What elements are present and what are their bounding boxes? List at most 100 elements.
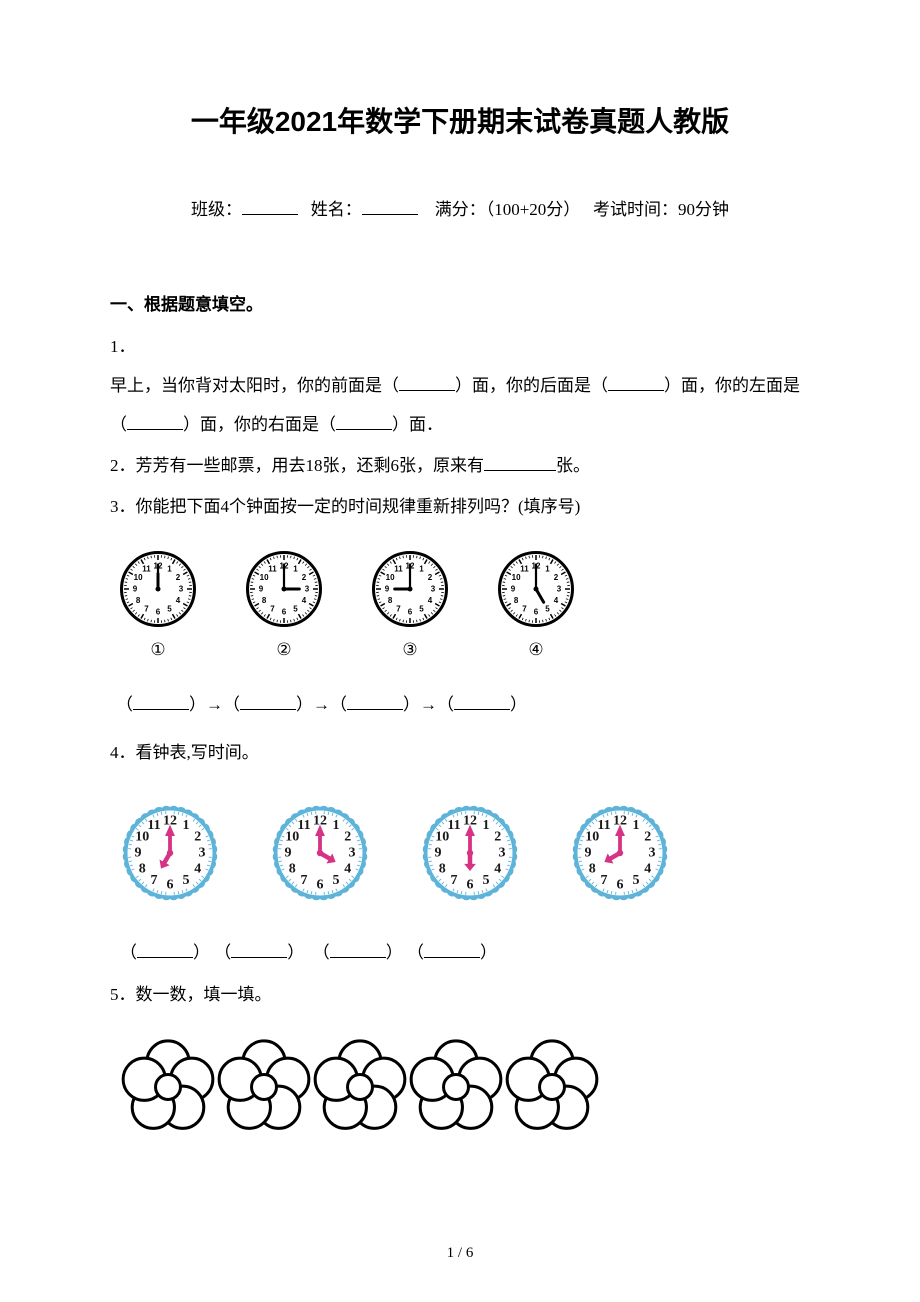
arrow-1: →	[206, 695, 223, 714]
page-title: 一年级2021年数学下册期末试卷真题人教版	[110, 100, 810, 140]
svg-text:11: 11	[447, 817, 460, 832]
svg-text:11: 11	[147, 817, 160, 832]
svg-text:6: 6	[282, 608, 287, 617]
svg-text:9: 9	[133, 585, 138, 594]
svg-text:5: 5	[333, 873, 340, 888]
svg-text:3: 3	[431, 585, 436, 594]
svg-text:3: 3	[305, 585, 310, 594]
svg-text:8: 8	[139, 861, 146, 876]
svg-text:6: 6	[617, 877, 624, 892]
flower-icon	[504, 1039, 600, 1140]
svg-text:10: 10	[512, 573, 521, 582]
svg-text:1: 1	[419, 565, 424, 574]
svg-text:3: 3	[499, 845, 506, 860]
svg-text:6: 6	[167, 877, 174, 892]
svg-text:3: 3	[349, 845, 356, 860]
q1-text-b: ）面，你的后面是（	[455, 376, 608, 395]
svg-text:5: 5	[293, 605, 298, 614]
svg-text:7: 7	[451, 873, 458, 888]
svg-text:8: 8	[589, 861, 596, 876]
svg-text:8: 8	[388, 596, 393, 605]
svg-text:9: 9	[435, 845, 442, 860]
clock-icon: 123456789101112	[372, 551, 448, 632]
svg-text:2: 2	[554, 573, 559, 582]
svg-text:10: 10	[134, 573, 143, 582]
svg-text:4: 4	[554, 596, 559, 605]
seq-blank-1	[133, 693, 189, 710]
svg-text:7: 7	[144, 605, 149, 614]
svg-text:7: 7	[270, 605, 275, 614]
svg-text:2: 2	[428, 573, 433, 582]
q3-num: 3．	[110, 497, 136, 516]
q5-num: 5．	[110, 985, 136, 1004]
svg-text:6: 6	[408, 608, 413, 617]
svg-text:4: 4	[176, 596, 181, 605]
svg-text:9: 9	[135, 845, 142, 860]
clock-icon: 123456789101112	[120, 551, 196, 632]
score-label: 满分：（100+20分）	[435, 200, 581, 219]
name-label: 姓名：	[311, 200, 362, 219]
name-blank	[362, 214, 418, 215]
svg-text:4: 4	[302, 596, 307, 605]
q5-text: 数一数，填一填。	[136, 985, 272, 1004]
class-label: 班级：	[191, 200, 242, 219]
q4-text: 看钟表,写时间。	[136, 743, 259, 762]
clock-icon: 123456789101112	[246, 551, 322, 632]
clock-icon: 123456789101112	[420, 803, 520, 908]
q3-clocks: 123456789101112①123456789101112②12345678…	[110, 551, 810, 660]
q4-num: 4．	[110, 743, 136, 762]
svg-text:5: 5	[183, 873, 190, 888]
clock-label: ①	[150, 640, 165, 660]
q1-num: 1．	[110, 337, 136, 356]
svg-text:9: 9	[385, 585, 390, 594]
q1-blank-2	[608, 374, 664, 391]
question-5: 5．数一数，填一填。	[110, 975, 810, 1014]
svg-text:11: 11	[297, 817, 310, 832]
q3-text: 你能把下面4个钟面按一定的时间规律重新排列吗？(填序号)	[136, 497, 581, 516]
svg-text:10: 10	[386, 573, 395, 582]
time-blank-2	[231, 941, 287, 958]
clock-label: ②	[276, 640, 291, 660]
q2-blank	[484, 454, 556, 471]
svg-text:5: 5	[545, 605, 550, 614]
seq-blank-3	[347, 693, 403, 710]
svg-text:11: 11	[394, 565, 403, 574]
svg-text:2: 2	[494, 829, 501, 844]
q1-blank-1	[399, 374, 455, 391]
svg-text:1: 1	[545, 565, 550, 574]
q1-text-a: 早上，当你背对太阳时，你的前面是（	[110, 376, 399, 395]
svg-text:5: 5	[483, 873, 490, 888]
flower-icon	[408, 1039, 504, 1140]
svg-text:4: 4	[428, 596, 433, 605]
time-label: 考试时间：90分钟	[593, 200, 729, 219]
question-3: 3．你能把下面4个钟面按一定的时间规律重新排列吗？(填序号)	[110, 487, 810, 526]
svg-text:4: 4	[494, 861, 501, 876]
svg-text:2: 2	[344, 829, 351, 844]
q4-clocks: 1234567891011121234567891011121234567891…	[110, 803, 810, 908]
svg-text:9: 9	[259, 585, 264, 594]
time-blank-4	[424, 941, 480, 958]
svg-text:1: 1	[333, 817, 340, 832]
svg-text:2: 2	[194, 829, 201, 844]
svg-text:11: 11	[520, 565, 529, 574]
svg-text:9: 9	[511, 585, 516, 594]
svg-text:5: 5	[419, 605, 424, 614]
svg-text:7: 7	[301, 873, 308, 888]
svg-text:9: 9	[285, 845, 292, 860]
svg-text:1: 1	[633, 817, 640, 832]
q1-text-d: ）面，你的右面是（	[183, 415, 336, 434]
svg-text:8: 8	[289, 861, 296, 876]
svg-text:8: 8	[514, 596, 519, 605]
svg-text:4: 4	[344, 861, 351, 876]
clock-label: ④	[528, 640, 543, 660]
svg-text:8: 8	[439, 861, 446, 876]
svg-text:2: 2	[644, 829, 651, 844]
svg-text:3: 3	[649, 845, 656, 860]
q2-num: 2．	[110, 456, 136, 475]
clock-item: 123456789101112④	[498, 551, 574, 660]
svg-text:5: 5	[167, 605, 172, 614]
q4-blanks: （） （） （） （）	[110, 938, 810, 963]
q3-sequence: （）→（）→（）→（）	[110, 690, 810, 715]
clock-item: 123456789101112③	[372, 551, 448, 660]
time-blank-3	[330, 941, 386, 958]
